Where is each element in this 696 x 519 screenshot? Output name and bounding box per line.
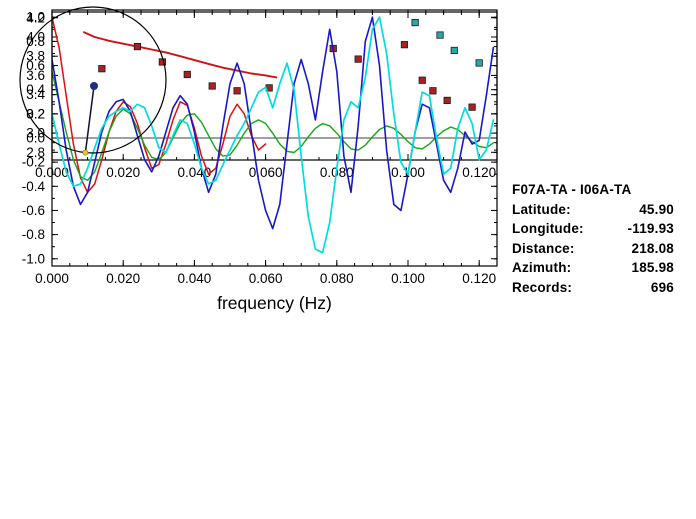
info-label: Latitude: xyxy=(512,201,571,217)
info-label: Azimuth: xyxy=(512,260,572,275)
green-trace xyxy=(52,70,495,182)
endpoint-dot xyxy=(82,149,89,156)
cross-spectra-plot-canvas[interactable]: 0.000 0.020 0.040 0.060 0.080 0.100 0.120 -1.0 -… xyxy=(0,0,505,324)
info-row-records: Records: 696 xyxy=(512,278,674,298)
dispersion-picks-marker[interactable] xyxy=(158,58,166,66)
x-tick-label: 0.040 xyxy=(178,271,212,286)
station-info-panel: F07A-TA - I06A-TA Latitude: 45.90 Longit… xyxy=(512,180,674,297)
y-tick-label: -0.2 xyxy=(22,155,45,170)
great-circle-path xyxy=(84,85,95,153)
y-tick-label: -0.6 xyxy=(22,203,45,218)
dispersion-picks-marker[interactable] xyxy=(183,70,191,79)
x-tick-label: 0.000 xyxy=(35,271,69,286)
dispersion-picks-alt-marker[interactable] xyxy=(450,46,458,55)
y-tick-label: 0.0 xyxy=(26,131,45,146)
y-tick-label: 0.8 xyxy=(26,34,45,49)
info-label: Records: xyxy=(512,279,573,295)
dispersion-picks-marker[interactable] xyxy=(133,42,142,51)
info-value: 185.98 xyxy=(631,260,674,275)
dispersion-picks-marker[interactable] xyxy=(233,87,241,95)
y-tick-label: 1.0 xyxy=(26,10,45,25)
dispersion-picks-marker[interactable] xyxy=(354,55,362,63)
map-circle xyxy=(19,6,167,154)
info-row-distance: Distance: 218.08 xyxy=(512,239,674,259)
dispersion-picks-marker[interactable] xyxy=(208,82,216,90)
dispersion-picks-marker[interactable] xyxy=(400,41,409,49)
y-tick-label: 3.8 xyxy=(26,49,45,64)
dispersion-picks-alt-marker[interactable] xyxy=(436,31,444,39)
x-tick-label: 0.120 xyxy=(462,165,496,180)
y-tick-label: 4.2 xyxy=(26,10,45,25)
x-tick-label: 0.100 xyxy=(391,271,425,286)
dispersion-picks-marker[interactable] xyxy=(98,65,106,73)
y-tick-label: -0.4 xyxy=(22,179,46,194)
station-dot xyxy=(90,82,98,90)
cyan-trace xyxy=(52,16,495,254)
y-tick-label: 2.8 xyxy=(26,145,45,160)
dispersion-picks-alt-marker[interactable] xyxy=(411,18,419,27)
x-tick-label: 0.060 xyxy=(249,271,283,286)
x-tick-label: 0.040 xyxy=(178,165,212,180)
station-pair-title: F07A-TA - I06A-TA xyxy=(512,182,632,197)
dispersion-picks-marker[interactable] xyxy=(429,87,437,95)
info-label: Longitude: xyxy=(512,221,584,236)
dispersion-picks-alt-marker[interactable] xyxy=(475,59,483,67)
blue-trace xyxy=(52,16,495,230)
info-value: 218.08 xyxy=(631,240,674,256)
x-axis-title: frequency (Hz) xyxy=(217,293,332,313)
x-tick-label: 0.020 xyxy=(106,271,140,286)
info-row-azimuth: Azimuth: 185.98 xyxy=(512,258,674,278)
y-tick-label: 3.4 xyxy=(26,87,45,102)
dispersion-picks-marker[interactable] xyxy=(418,76,426,84)
x-tick-label: 0.120 xyxy=(462,271,496,286)
y-tick-label: 3.0 xyxy=(26,126,45,141)
x-tick-label: 0.080 xyxy=(320,271,354,286)
info-row-latitude: Latitude: 45.90 xyxy=(512,200,674,220)
dispersion-picks-marker[interactable] xyxy=(443,96,451,105)
info-value: -119.93 xyxy=(627,221,674,236)
y-tick-label: 0.4 xyxy=(26,82,45,97)
info-value: 45.90 xyxy=(639,201,674,217)
y-tick-label: -0.8 xyxy=(22,227,45,242)
y-tick-label: -1.0 xyxy=(22,251,45,266)
great-circle-map xyxy=(19,6,167,156)
info-row-longitude: Longitude: -119.93 xyxy=(512,219,674,239)
x-tick-label: 0.020 xyxy=(106,165,140,180)
dispersion-picks-marker[interactable] xyxy=(468,103,476,111)
y-tick-label: 3.6 xyxy=(26,68,45,83)
info-value: 696 xyxy=(650,279,674,295)
info-label: Distance: xyxy=(512,240,575,256)
plot-frame xyxy=(51,9,498,267)
reference-dispersion-curve xyxy=(83,31,278,79)
y-tick-label: 0.6 xyxy=(26,58,45,73)
